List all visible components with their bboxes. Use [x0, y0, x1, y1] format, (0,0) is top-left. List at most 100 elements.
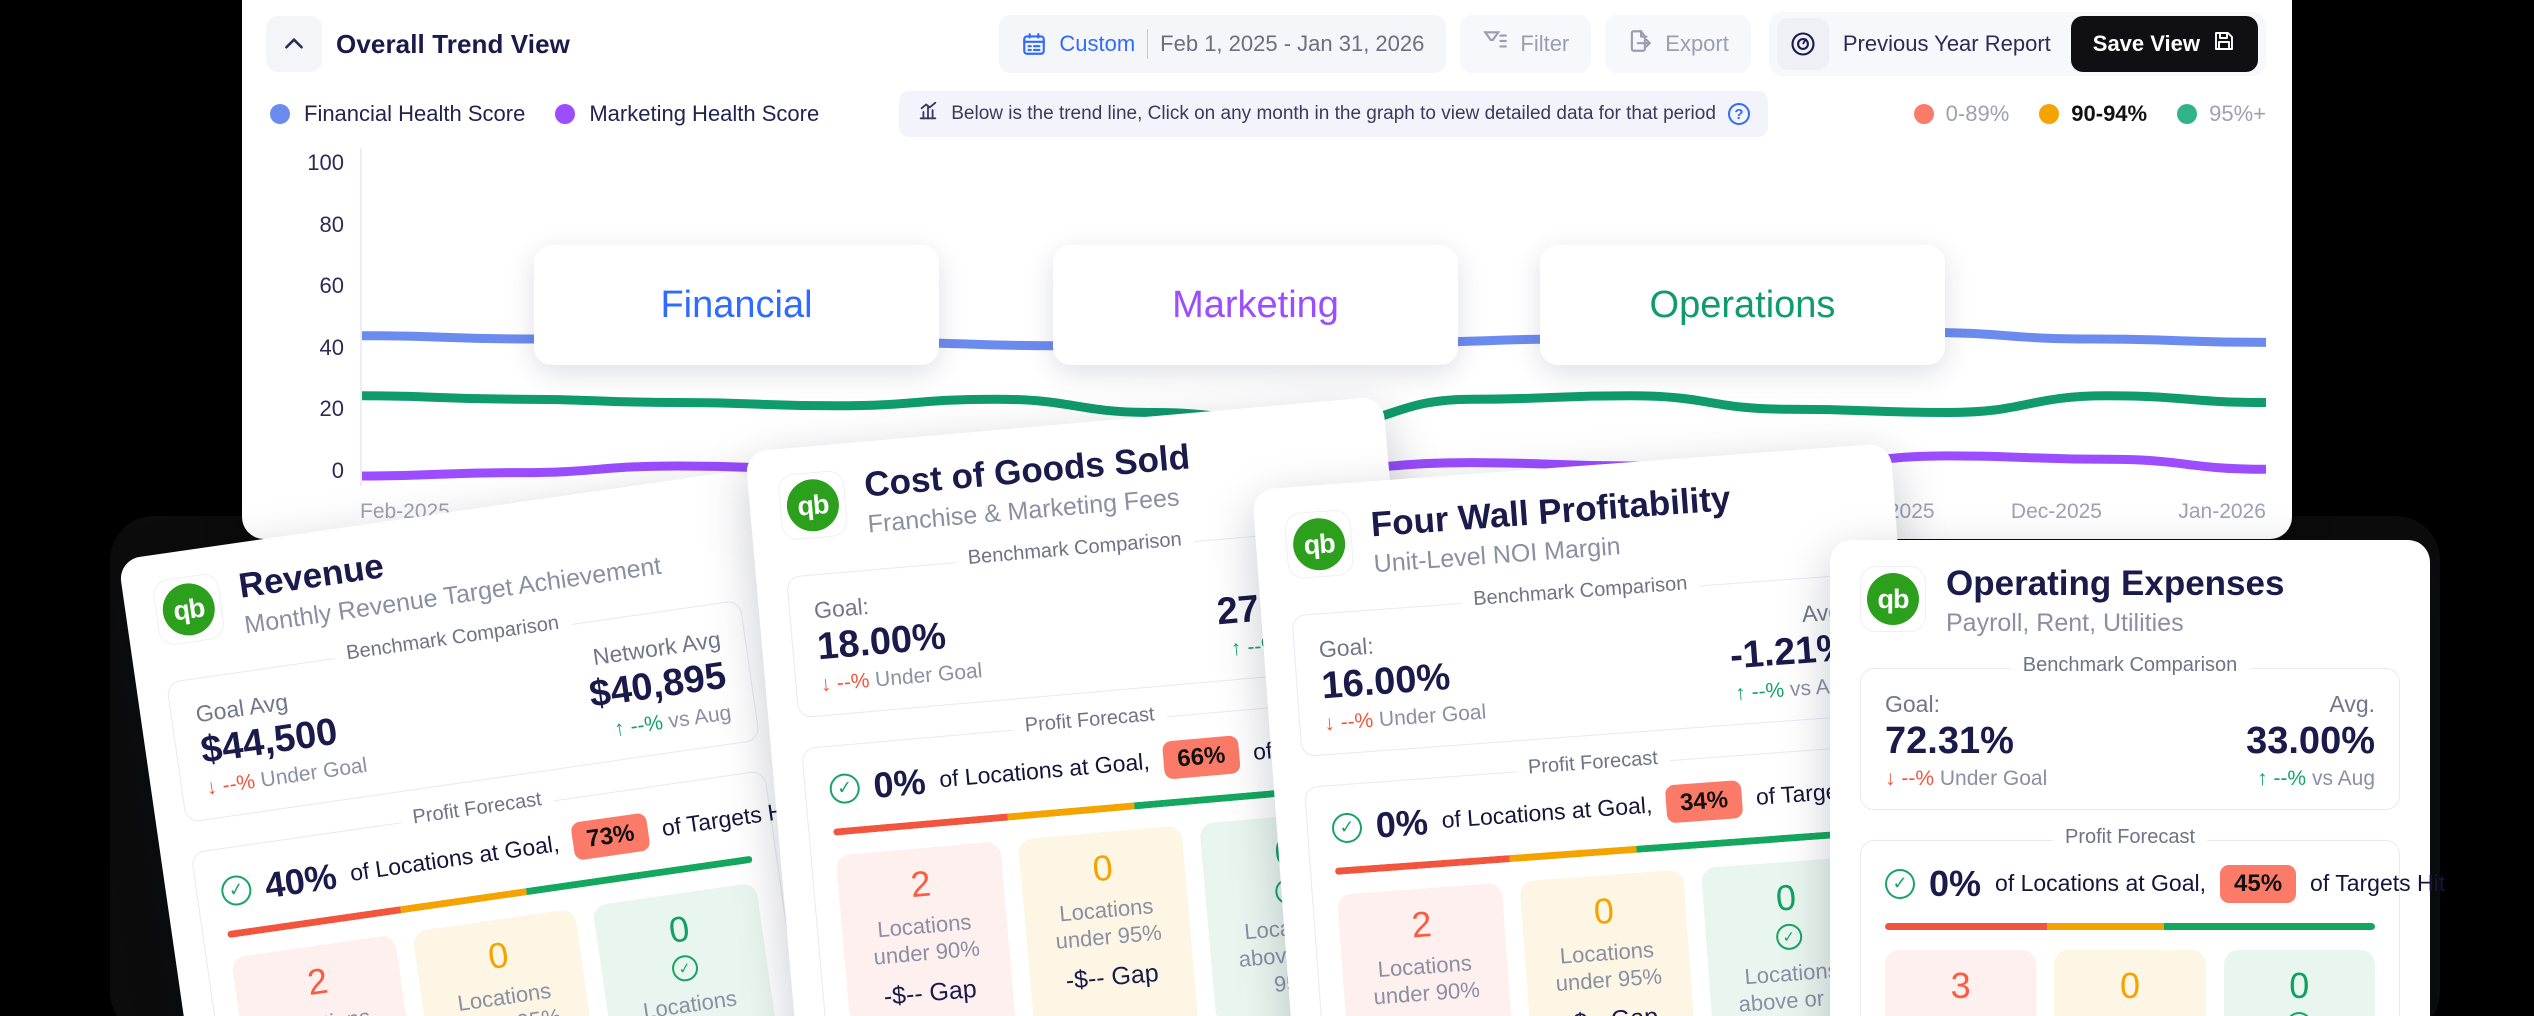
- filter-icon: [1482, 28, 1508, 60]
- tile-number: 0: [2119, 964, 2140, 1006]
- tile-number: 3: [1950, 964, 1971, 1006]
- forecast-legend: Profit Forecast: [1515, 745, 1671, 781]
- tile-under-95[interactable]: 0 Locations under 95% -$-- Gap: [1519, 869, 1699, 1016]
- tile-number: 2: [1410, 902, 1434, 946]
- filter-label: Filter: [1520, 31, 1570, 56]
- goal-delta-arrow: ↓: [1323, 711, 1336, 736]
- save-disk-icon: [2212, 29, 2236, 59]
- chart-hint-text: Below is the trend line, Click on any mo…: [951, 103, 1716, 124]
- kpi-subtitle: Payroll, Rent, Utilities: [1946, 608, 2184, 637]
- x-tick: Jan-2026: [2178, 500, 2266, 523]
- tile-under-95[interactable]: 0 Locations under 95% -$-- Gap: [1017, 825, 1200, 1016]
- chart-bars-icon: [917, 100, 939, 128]
- goal-delta-text: Under Goal: [1378, 700, 1487, 732]
- category-card-operations[interactable]: Operations: [1540, 245, 1945, 365]
- band-label-mid: 90-94%: [2071, 101, 2148, 126]
- save-view-button[interactable]: Save View: [2070, 16, 2258, 72]
- category-card-marketing[interactable]: Marketing: [1053, 245, 1458, 365]
- quickbooks-icon: qb: [1860, 566, 1926, 632]
- avg-delta-arrow: ↑: [1734, 681, 1747, 705]
- benchmark-legend: Benchmark Comparison: [1460, 571, 1701, 612]
- chevron-up-icon[interactable]: [266, 16, 322, 72]
- date-range-filter[interactable]: Custom Feb 1, 2025 - Jan 31, 2026: [999, 15, 1447, 73]
- goal-delta-value: --%: [1901, 766, 1935, 790]
- tile-under-90[interactable]: 2 Locations under 90% -$-- Gap: [230, 934, 423, 1016]
- date-mode-label: Custom: [1059, 31, 1136, 56]
- divider: [1147, 29, 1149, 59]
- tile-caption: Locations under 95%: [1554, 936, 1663, 997]
- tile-caption: Locations under 90%: [1895, 1014, 2026, 1016]
- check-circle-icon: ✓: [219, 873, 254, 908]
- tile-under-95[interactable]: 0 Locations under 95% -$-- Gap: [411, 908, 604, 1016]
- targets-hit-text: of Targets Hit: [2310, 870, 2446, 897]
- export-icon: [1627, 28, 1653, 60]
- category-card-financial[interactable]: Financial: [534, 245, 939, 365]
- band-legend-mid: 90-94%: [2039, 101, 2147, 127]
- avg-block: Network Avg $40,895 ↑ --% vs Aug: [583, 626, 733, 745]
- export-button[interactable]: Export: [1605, 15, 1751, 73]
- band-label-high: 95%+: [2209, 101, 2266, 126]
- panel-header: Overall Trend View Custom Feb 1, 2025 - …: [242, 0, 2292, 88]
- avg-delta-value: --%: [628, 710, 665, 739]
- avg-value: 33.00%: [2246, 719, 2375, 762]
- goal-delta: ↓ --% Under Goal: [1885, 767, 2047, 791]
- eye-icon[interactable]: [1776, 18, 1829, 70]
- threshold-bar: [1885, 922, 2375, 930]
- tile-under-90[interactable]: 2 Locations under 90% -$-- Gap: [1336, 882, 1516, 1016]
- avg-delta-arrow: ↑: [612, 716, 627, 741]
- at-goal-pct: 0%: [1929, 862, 1982, 904]
- legend-dot-marketing: [555, 104, 576, 124]
- at-goal-pct: 0%: [871, 760, 928, 806]
- tile-above-95[interactable]: 0 ✓ Locations above or at 95%: [592, 882, 785, 1016]
- goal-block: Goal Avg $44,500 ↓ --% Under Goal: [194, 678, 369, 800]
- tile-number: 0: [1090, 846, 1115, 889]
- at-goal-pct: 0%: [1374, 800, 1430, 846]
- avg-delta-arrow: ↑: [1230, 636, 1243, 661]
- export-label: Export: [1665, 31, 1729, 56]
- location-tiles: 2 Locations under 90% -$-- Gap 0 Locatio…: [1336, 855, 1881, 1016]
- goal-label: Goal:: [1885, 690, 1940, 717]
- band-label-low: 0-89%: [1945, 101, 2010, 126]
- tile-caption: Locations under 90%: [872, 908, 981, 970]
- qb-mark: qb: [159, 579, 219, 639]
- avg-label: Avg.: [2329, 690, 2375, 717]
- tile-number: 0: [1592, 889, 1616, 932]
- tile-caption: Locations above or at 95%: [638, 985, 751, 1016]
- goal-delta-value: --%: [835, 668, 871, 695]
- tile-under-95[interactable]: 0 Locations under 95% -$-- Gap: [2054, 949, 2206, 1016]
- save-view-label: Save View: [2092, 31, 2200, 56]
- quickbooks-icon: qb: [151, 572, 227, 647]
- goal-delta-value: --%: [220, 769, 257, 798]
- filter-button[interactable]: Filter: [1460, 15, 1592, 73]
- benchmark-legend: Benchmark Comparison: [954, 527, 1195, 571]
- y-tick: 100: [307, 150, 344, 175]
- tile-above-95[interactable]: 0 ✓ Locations above or at 95%: [2223, 949, 2375, 1016]
- goal-delta-value: --%: [1339, 708, 1375, 734]
- band-dot-mid: [2039, 104, 2060, 124]
- page-title: Overall Trend View: [336, 28, 570, 59]
- band-legend-low: 0-89%: [1913, 101, 2010, 127]
- qb-mark: qb: [1291, 516, 1347, 573]
- legend-item-marketing[interactable]: Marketing Health Score: [555, 101, 819, 127]
- legend-dot-financial: [270, 104, 290, 124]
- question-mark-icon[interactable]: ?: [1727, 103, 1750, 125]
- check-circle-icon: ✓: [669, 953, 700, 983]
- x-tick: Dec-2025: [2010, 500, 2102, 523]
- legend-item-financial[interactable]: Financial Health Score: [270, 101, 525, 127]
- goal-value: 16.00%: [1320, 655, 1452, 708]
- at-goal-text: of Locations at Goal,: [1995, 870, 2206, 897]
- kpi-card-operating-expenses[interactable]: qb Operating Expenses Payroll, Rent, Uti…: [1830, 540, 2445, 1016]
- previous-year-report-label[interactable]: Previous Year Report: [1842, 31, 2051, 56]
- y-tick: 20: [319, 396, 344, 422]
- legend-label-marketing: Marketing Health Score: [589, 101, 820, 126]
- kpi-card-revenue[interactable]: qb Revenue Monthly Revenue Target Achiev…: [118, 468, 852, 1016]
- tile-number: 0: [666, 907, 692, 951]
- avg-delta: ↑ --% vs Aug: [2246, 767, 2375, 791]
- location-tiles: 2 Locations under 90% -$-- Gap 0 Locatio…: [230, 882, 785, 1016]
- tile-under-90[interactable]: 3 Locations under 90% -$-- Gap: [1885, 949, 2037, 1016]
- avg-delta-text: vs Aug: [666, 700, 733, 733]
- goal-value: 72.31%: [1885, 719, 2014, 762]
- tile-under-90[interactable]: 2 Locations under 90% -$-- Gap: [835, 841, 1018, 1016]
- tile-caption: Locations under 90%: [1372, 949, 1481, 1010]
